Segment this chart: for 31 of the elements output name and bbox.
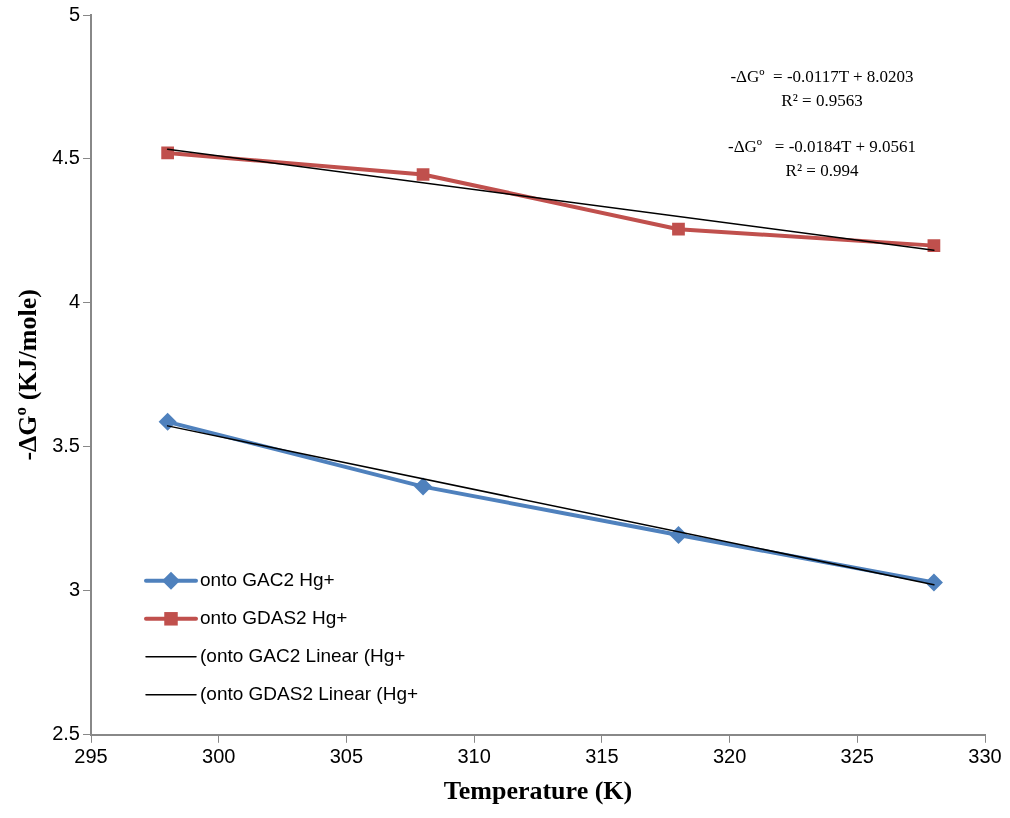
- legend-label: onto GAC2 Hg+: [200, 569, 335, 591]
- y-tick-label: 4.5: [52, 146, 80, 169]
- x-tick-label: 300: [202, 745, 236, 768]
- x-tick-label: 305: [329, 745, 364, 768]
- point: [161, 146, 174, 160]
- annotation: R² = 0.994: [785, 161, 859, 181]
- x-tick-label: 330: [968, 745, 1002, 768]
- y-tick-label: 5: [68, 2, 80, 25]
- legend-label: (onto GDAS2 Linear (Hg+: [200, 683, 419, 705]
- point: [414, 477, 433, 496]
- point: [416, 168, 430, 181]
- annotation: R² = 0.9563: [781, 91, 863, 111]
- point: [672, 222, 685, 236]
- point: [924, 573, 943, 592]
- annotation: -ΔGº = -0.0184T + 9.0561: [727, 137, 917, 157]
- x-tick-label: 325: [840, 745, 874, 768]
- annotation: -ΔGº = -0.0117T + 8.0203: [730, 67, 914, 87]
- point: [158, 412, 177, 431]
- legend-label: onto GDAS2 Hg+: [200, 607, 348, 629]
- x-tick-label: 315: [585, 745, 619, 768]
- y-tick-label: 2.5: [52, 722, 80, 745]
- x-tick-label: 310: [457, 745, 491, 768]
- y-axis-title: -ΔGº (KJ/mole): [13, 289, 43, 461]
- legend-label: (onto GAC2 Linear (Hg+: [200, 645, 406, 667]
- point: [927, 239, 941, 252]
- x-tick-label: 320: [712, 745, 747, 768]
- y-tick-label: 3: [68, 578, 80, 601]
- y-tick-label: 3.5: [52, 434, 80, 457]
- x-axis-title: Temperature (K): [443, 776, 633, 806]
- x-tick-label: 295: [74, 745, 108, 768]
- y-tick-label: 4: [68, 290, 80, 313]
